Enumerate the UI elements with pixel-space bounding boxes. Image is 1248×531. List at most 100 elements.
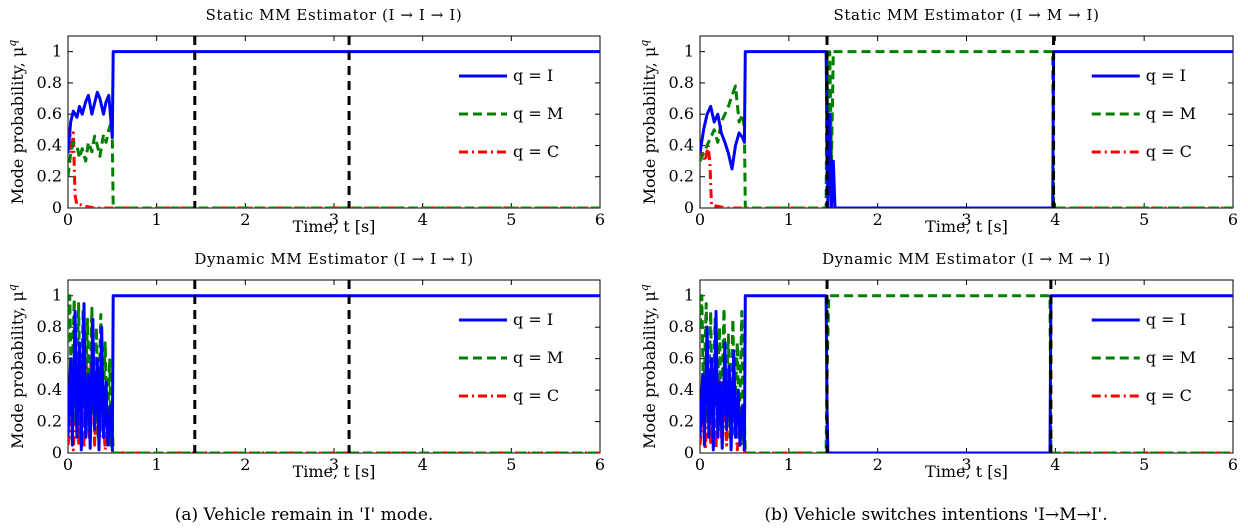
x-tick-label: 1: [152, 210, 162, 229]
y-tick-label: 0.4: [37, 135, 62, 154]
y-tick-label: 0.6: [669, 104, 694, 123]
x-tick-label: 1: [784, 210, 794, 229]
y-tick-label: 0.8: [37, 317, 62, 336]
series-line-0: [68, 294, 600, 452]
legend-label-2: q = C: [513, 142, 559, 161]
x-tick-label: 5: [506, 455, 516, 474]
chart-panels: Static MM Estimator (I → I → I)0 1 2 3 4 5 600…: [6, 6, 1238, 481]
y-tick-label: 0.2: [37, 412, 62, 431]
x-tick-label: 5: [1139, 210, 1149, 229]
x-tick-label: 1: [784, 455, 794, 474]
y-tick-label: 0.8: [669, 73, 694, 92]
y-tick-label: 1: [52, 286, 62, 305]
chart-b-static: Static MM Estimator (I → M → I) 0 1 2 3 4 5 6 0 0…: [638, 6, 1238, 236]
chart-title: Static MM Estimator (I → I → I): [206, 6, 463, 24]
y-axis-label-superscript: q: [638, 40, 651, 47]
caption-b: (b) Vehicle switches intentions 'I→M→I'.: [764, 505, 1107, 525]
x-tick-label: 0: [63, 455, 73, 474]
x-tick-label: 0: [63, 210, 73, 229]
y-tick-label: 0: [52, 443, 62, 462]
legend-label-1: q = M: [513, 348, 563, 367]
series-line-0: [700, 50, 1233, 208]
legend-label-1: q = M: [513, 104, 563, 123]
y-axis-label: Mode probability, μq: [6, 284, 27, 449]
legend-label-1: q = M: [1146, 104, 1196, 123]
series-line-1: [68, 120, 600, 208]
plot-frame: [699, 279, 1234, 454]
y-tick-label: 0: [684, 198, 694, 217]
legend-label-2: q = C: [513, 386, 559, 405]
x-axis-label: Time, t [s]: [293, 217, 376, 236]
y-tick-label: 1: [52, 42, 62, 61]
y-axis-label: Mode probability, μq: [638, 40, 659, 205]
x-tick-label: 6: [1228, 210, 1238, 229]
x-tick-label: 5: [1139, 455, 1149, 474]
y-axis-label-text: Mode probability, μ: [8, 47, 27, 205]
x-tick-label: 0: [695, 455, 705, 474]
x-tick-label: 4: [1050, 455, 1060, 474]
y-tick-label: 0.4: [669, 135, 694, 154]
x-axis-label: Time, t [s]: [293, 462, 376, 481]
plot-frame: [699, 35, 1234, 209]
x-tick-label: 2: [873, 210, 883, 229]
y-axis-label-superscript: q: [6, 284, 19, 291]
y-tick-label: 0.8: [37, 73, 62, 92]
x-axis-label: Time, t [s]: [925, 217, 1008, 236]
y-axis-label-text: Mode probability, μ: [640, 47, 659, 205]
y-axis-label-text: Mode probability, μ: [640, 291, 659, 449]
legend-label-0: q = I: [513, 66, 553, 85]
y-tick-label: 0.6: [37, 349, 62, 368]
x-tick-label: 6: [595, 455, 605, 474]
y-tick-label: 0.2: [669, 167, 694, 186]
x-tick-label: 3: [329, 210, 339, 229]
x-tick-label: 3: [961, 455, 971, 474]
x-tick-label: 0: [695, 210, 705, 229]
x-tick-label: 3: [329, 455, 339, 474]
y-axis-label-superscript: q: [6, 40, 19, 47]
plot-frame: [67, 279, 601, 454]
y-axis-label: Mode probability, μq: [638, 284, 659, 449]
y-tick-label: 0.8: [669, 317, 694, 336]
chart-title: Static MM Estimator (I → M → I): [833, 6, 1099, 24]
x-tick-label: 6: [595, 210, 605, 229]
legend-label-1: q = M: [1146, 348, 1196, 367]
x-tick-label: 4: [418, 210, 428, 229]
series-group: [700, 294, 1233, 453]
legend-label-0: q = I: [1146, 66, 1186, 85]
chart-title: Dynamic MM Estimator (I → M → I): [822, 250, 1111, 268]
series-group: [68, 50, 600, 208]
chart-a-dynamic: Dynamic MM Estimator (I → I → I) 0 1 2 3 4 5 6 0…: [6, 250, 605, 481]
y-tick-label: 1: [684, 42, 694, 61]
series-line-2: [68, 128, 600, 208]
x-tick-label: 2: [240, 455, 250, 474]
x-tick-label: 2: [873, 455, 883, 474]
y-tick-label: 0.6: [37, 104, 62, 123]
chart-b-dynamic: Dynamic MM Estimator (I → M → I) 0 1 2 3 4 5 6 0…: [638, 250, 1238, 481]
series-line-0: [68, 50, 600, 154]
x-tick-label: 4: [1050, 210, 1060, 229]
y-tick-label: 0.4: [37, 380, 62, 399]
y-axis-label-text: Mode probability, μ: [8, 291, 27, 449]
x-tick-label: 6: [1228, 455, 1238, 474]
legend-label-2: q = C: [1146, 142, 1192, 161]
y-tick-label: 0.6: [669, 349, 694, 368]
y-tick-label: 0.2: [669, 412, 694, 431]
y-axis-label: Mode probability, μq: [6, 40, 27, 205]
x-tick-label: 4: [418, 455, 428, 474]
legend-label-0: q = I: [513, 310, 553, 329]
x-tick-label: 5: [506, 210, 516, 229]
chart-a-static: Static MM Estimator (I → I → I) 0 1 2 3 4 5 6 0 0…: [6, 6, 605, 236]
x-tick-label: 3: [961, 210, 971, 229]
y-tick-label: 0.4: [669, 380, 694, 399]
y-tick-label: 0.2: [37, 167, 62, 186]
y-tick-label: 0: [684, 443, 694, 462]
y-tick-label: 1: [684, 286, 694, 305]
series-line-1: [700, 50, 1233, 208]
x-axis-label: Time, t [s]: [925, 462, 1008, 481]
legend-label-0: q = I: [1146, 310, 1186, 329]
chart-title: Dynamic MM Estimator (I → I → I): [194, 250, 473, 268]
series-group: [700, 50, 1233, 208]
legend-label-2: q = C: [1146, 386, 1192, 405]
series-line-0: [700, 294, 1233, 453]
y-tick-label: 0: [52, 198, 62, 217]
